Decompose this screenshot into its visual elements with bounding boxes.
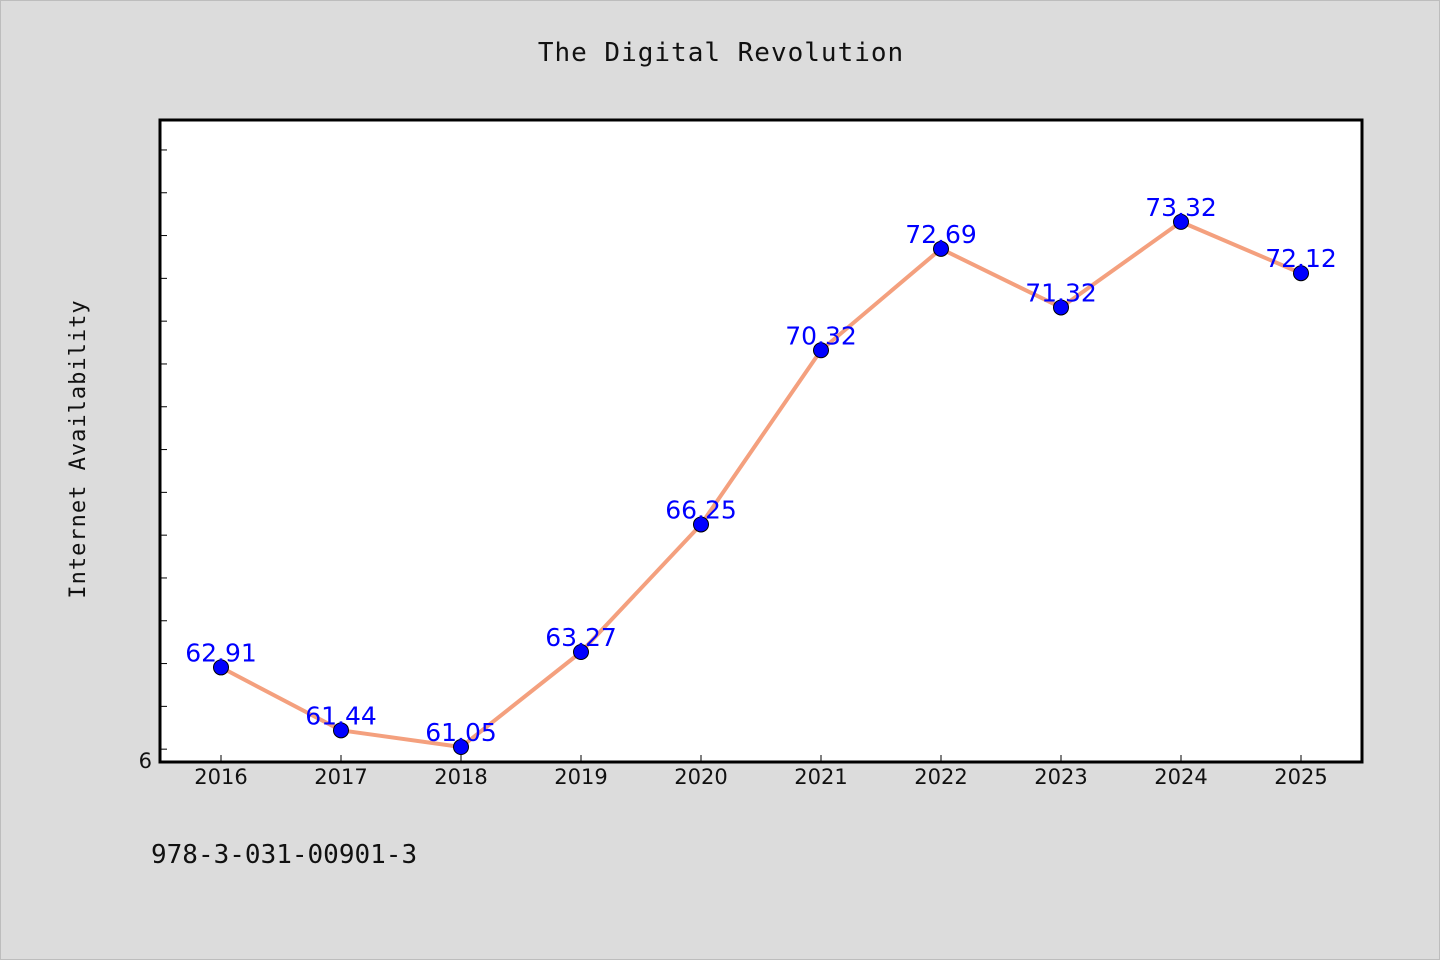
- data-point: [933, 240, 949, 257]
- data-label: 70.32: [785, 321, 857, 350]
- data-label: 62.91: [185, 638, 257, 667]
- chart-title: The Digital Revolution: [538, 38, 904, 68]
- x-tick-label: 2025: [1274, 765, 1327, 789]
- data-point: [813, 342, 829, 359]
- data-point: [573, 644, 589, 661]
- footer-isbn: 978-3-031-00901-3: [151, 840, 417, 870]
- data-label: 71.32: [1025, 278, 1097, 307]
- plot-frame: [158, 118, 1364, 764]
- data-label: 63.27: [545, 623, 617, 652]
- data-point: [1173, 213, 1189, 230]
- y-tick-label: 6: [139, 749, 152, 773]
- x-tick-label: 2023: [1034, 765, 1087, 789]
- data-point: [453, 739, 469, 756]
- series-lines: [219, 219, 1303, 750]
- data-point: [693, 516, 709, 533]
- data-labels: 62.91 61.44 61.05 63.27 66.25 70.32 72.69 71.32…: [185, 193, 1337, 747]
- data-label: 72.12: [1265, 244, 1337, 273]
- x-tick-label: 2024: [1154, 765, 1207, 789]
- x-tick-label: 2021: [794, 765, 847, 789]
- x-tick-label: 2017: [314, 765, 367, 789]
- series-markers: [213, 213, 1309, 756]
- x-tick-label: 2016: [194, 765, 247, 789]
- data-point: [1293, 265, 1309, 282]
- data-label: 61.05: [425, 718, 497, 747]
- data-label: 73.32: [1145, 193, 1217, 222]
- data-point: [213, 659, 229, 676]
- data-label: 72.69: [905, 220, 977, 249]
- data-label: 66.25: [665, 495, 737, 524]
- data-point: [1053, 299, 1069, 316]
- y-axis-label: Internet Availability: [66, 299, 91, 598]
- plot-area: [160, 120, 1362, 762]
- axis-ticks: 2016 2017 2018 2019 2020 2021 2022 2023 2024 2025…: [139, 149, 1328, 789]
- x-tick-label: 2022: [914, 765, 967, 789]
- data-point: [333, 722, 349, 739]
- x-tick-label: 2019: [554, 765, 607, 789]
- x-tick-label: 2018: [434, 765, 487, 789]
- x-tick-label: 2020: [674, 765, 727, 789]
- data-label: 61.44: [305, 701, 377, 730]
- series-line: [219, 219, 1303, 750]
